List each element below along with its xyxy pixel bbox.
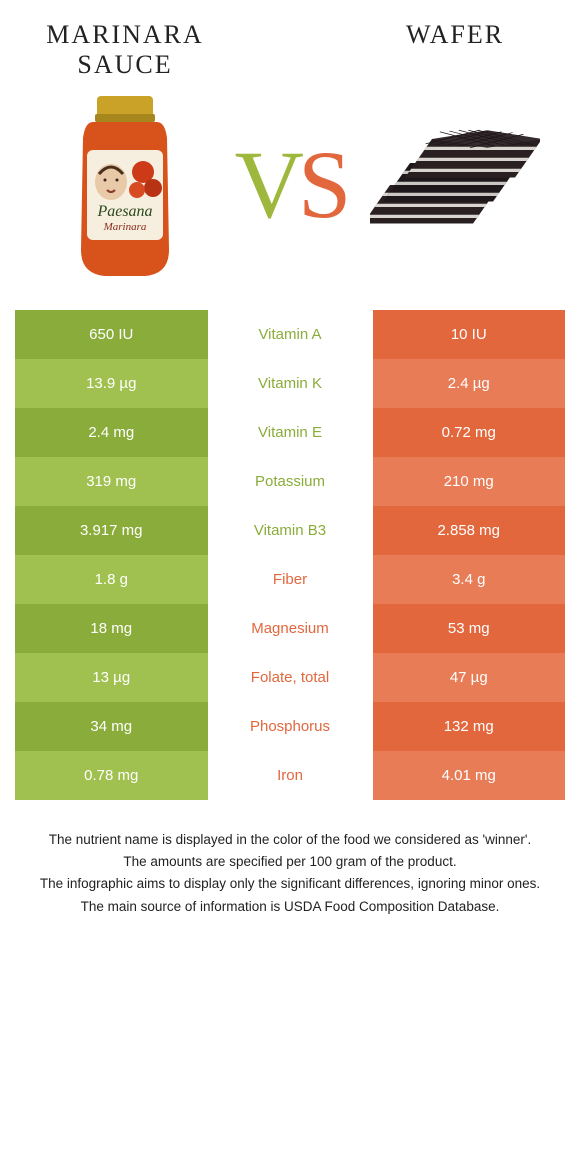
right-value: 10 IU — [373, 310, 566, 359]
table-row: 2.4 mgVitamin E0.72 mg — [15, 408, 565, 457]
table-row: 0.78 mgIron4.01 mg — [15, 751, 565, 800]
left-value: 650 IU — [15, 310, 208, 359]
left-food-title: Marinara sauce — [20, 20, 230, 80]
nutrient-name: Vitamin B3 — [208, 506, 373, 555]
left-value: 34 mg — [15, 702, 208, 751]
images-row: Paesana Marinara VS — [0, 80, 580, 310]
left-value: 18 mg — [15, 604, 208, 653]
right-value: 2.4 µg — [373, 359, 566, 408]
nutrient-name: Vitamin A — [208, 310, 373, 359]
right-value: 210 mg — [373, 457, 566, 506]
vs-v: V — [235, 137, 298, 233]
table-row: 34 mgPhosphorus132 mg — [15, 702, 565, 751]
right-value: 53 mg — [373, 604, 566, 653]
right-value: 47 µg — [373, 653, 566, 702]
vs-label: VS — [220, 137, 360, 233]
table-row: 3.917 mgVitamin B32.858 mg — [15, 506, 565, 555]
nutrient-name: Potassium — [208, 457, 373, 506]
nutrient-name: Phosphorus — [208, 702, 373, 751]
footnote-line: The amounts are specified per 100 gram o… — [30, 852, 550, 872]
right-food-title: Wafer — [350, 20, 560, 50]
left-food-header: Marinara sauce — [20, 20, 230, 80]
svg-text:Marinara: Marinara — [103, 221, 147, 233]
comparison-table: 650 IUVitamin A10 IU13.9 µgVitamin K2.4 … — [0, 310, 580, 800]
right-food-image — [360, 125, 550, 245]
table-row: 13 µgFolate, total47 µg — [15, 653, 565, 702]
header: Marinara sauce Wafer — [0, 0, 580, 80]
left-value: 3.917 mg — [15, 506, 208, 555]
nutrient-name: Iron — [208, 751, 373, 800]
footnote-line: The nutrient name is displayed in the co… — [30, 830, 550, 850]
nutrient-name: Fiber — [208, 555, 373, 604]
footnote-line: The main source of information is USDA F… — [30, 897, 550, 917]
right-value: 0.72 mg — [373, 408, 566, 457]
jar-icon: Paesana Marinara — [65, 90, 185, 280]
left-food-image: Paesana Marinara — [30, 90, 220, 280]
nutrient-name: Vitamin E — [208, 408, 373, 457]
right-value: 4.01 mg — [373, 751, 566, 800]
table-row: 650 IUVitamin A10 IU — [15, 310, 565, 359]
right-food-header: Wafer — [350, 20, 560, 50]
table-row: 13.9 µgVitamin K2.4 µg — [15, 359, 565, 408]
vs-s: S — [298, 137, 345, 233]
svg-text:Paesana: Paesana — [96, 203, 152, 220]
right-value: 2.858 mg — [373, 506, 566, 555]
left-value: 0.78 mg — [15, 751, 208, 800]
left-value: 319 mg — [15, 457, 208, 506]
table-row: 1.8 gFiber3.4 g — [15, 555, 565, 604]
nutrient-name: Folate, total — [208, 653, 373, 702]
left-value: 13.9 µg — [15, 359, 208, 408]
left-value: 1.8 g — [15, 555, 208, 604]
table-row: 18 mgMagnesium53 mg — [15, 604, 565, 653]
table-row: 319 mgPotassium210 mg — [15, 457, 565, 506]
left-value: 13 µg — [15, 653, 208, 702]
right-value: 3.4 g — [373, 555, 566, 604]
wafer-icon — [370, 125, 540, 245]
footnote-line: The infographic aims to display only the… — [30, 874, 550, 894]
nutrient-name: Vitamin K — [208, 359, 373, 408]
footnotes: The nutrient name is displayed in the co… — [0, 800, 580, 939]
right-value: 132 mg — [373, 702, 566, 751]
nutrient-name: Magnesium — [208, 604, 373, 653]
left-value: 2.4 mg — [15, 408, 208, 457]
